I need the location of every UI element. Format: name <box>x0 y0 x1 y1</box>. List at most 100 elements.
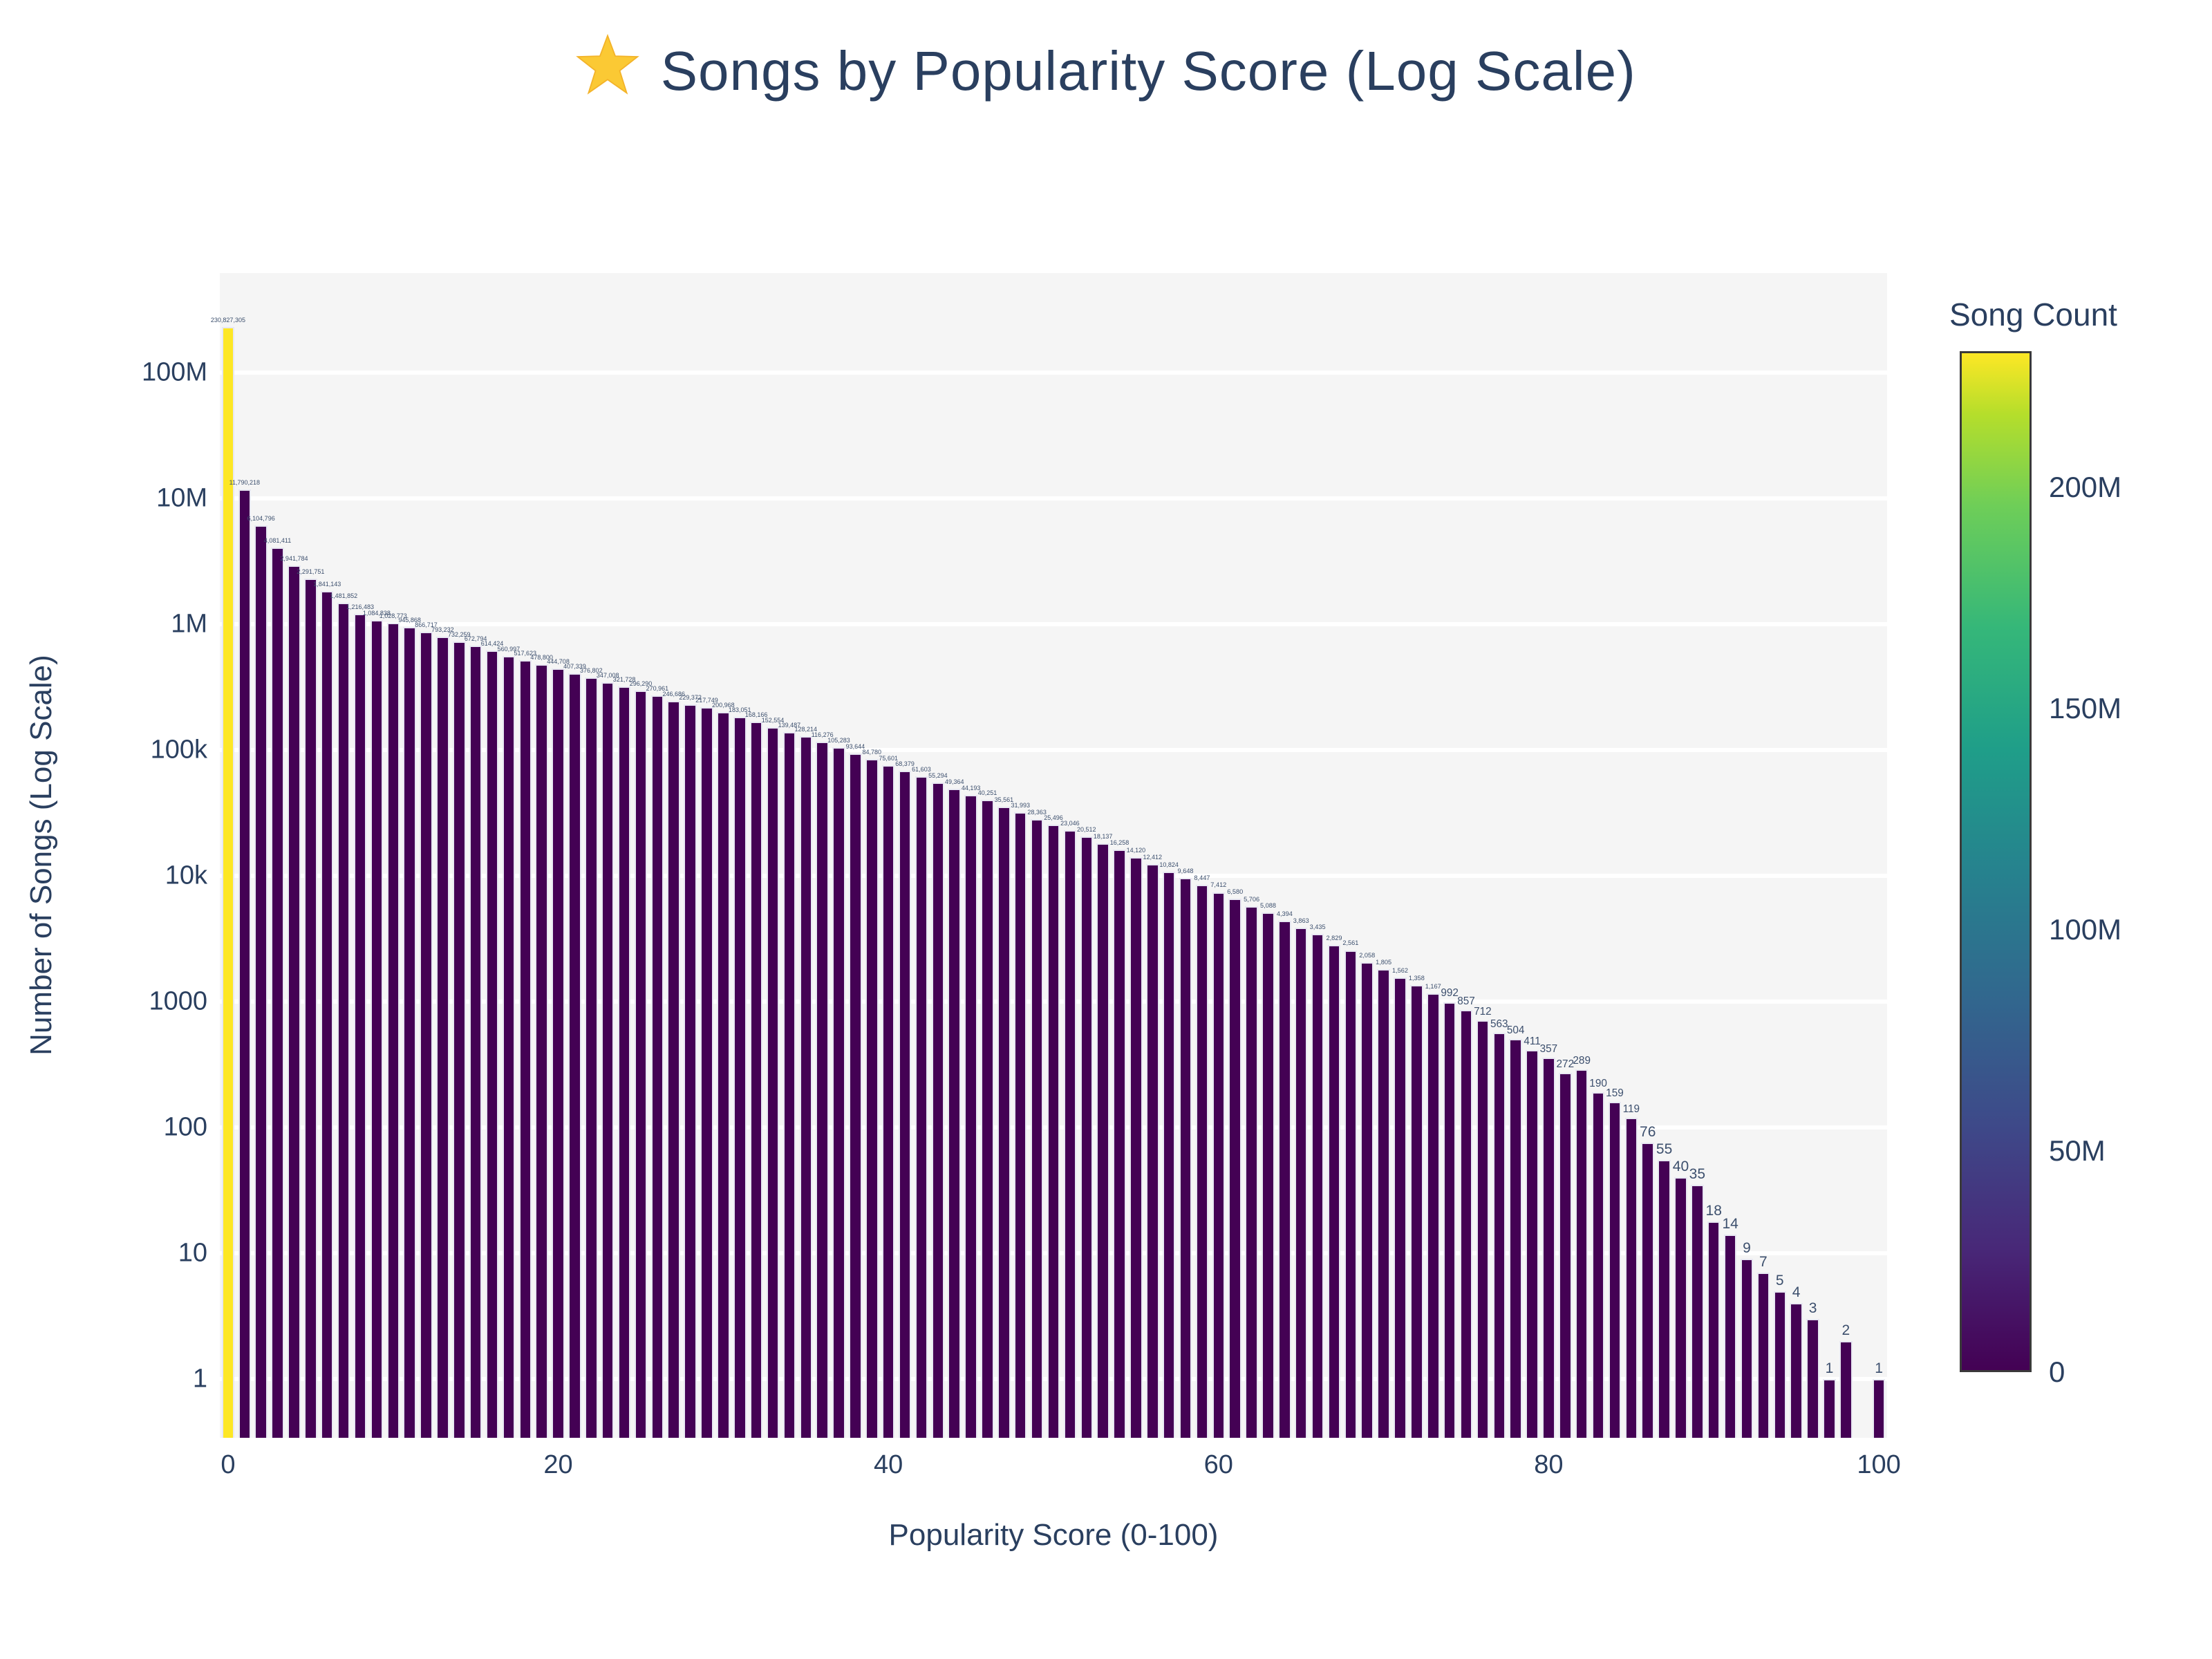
bar-score-16[interactable] <box>485 650 499 1438</box>
bar-score-28[interactable] <box>684 704 697 1438</box>
bar-score-72[interactable] <box>1410 984 1423 1438</box>
bar-score-33[interactable] <box>766 727 780 1438</box>
bar-score-87[interactable] <box>1658 1160 1671 1438</box>
bar-score-89[interactable] <box>1691 1184 1704 1438</box>
bar-score-13[interactable] <box>436 637 449 1438</box>
bar-score-27[interactable] <box>667 700 680 1438</box>
bar-score-74[interactable] <box>1443 1002 1456 1438</box>
bar-score-5[interactable] <box>304 579 317 1438</box>
bar-score-76[interactable] <box>1476 1020 1490 1438</box>
bar-score-14[interactable] <box>453 641 466 1438</box>
bar-score-15[interactable] <box>469 646 482 1438</box>
bar-score-1[interactable] <box>238 489 252 1438</box>
bar-score-53[interactable] <box>1096 843 1109 1438</box>
bar-score-91[interactable] <box>1723 1235 1737 1438</box>
bar-score-47[interactable] <box>997 806 1011 1438</box>
bar-score-86[interactable] <box>1641 1142 1654 1438</box>
bar-score-23[interactable] <box>601 682 615 1438</box>
bar-score-80[interactable] <box>1542 1058 1555 1438</box>
bar-score-64[interactable] <box>1278 920 1291 1438</box>
bar-score-59[interactable] <box>1195 885 1209 1438</box>
bar-score-75[interactable] <box>1459 1010 1473 1438</box>
bar-score-31[interactable] <box>733 717 747 1438</box>
bar-score-93[interactable] <box>1756 1273 1770 1438</box>
bar-score-69[interactable] <box>1360 962 1374 1438</box>
bar-score-11[interactable] <box>403 627 416 1438</box>
bar-score-96[interactable] <box>1806 1319 1819 1438</box>
bar-score-73[interactable] <box>1427 993 1440 1438</box>
bar-score-67[interactable] <box>1327 944 1341 1438</box>
bar-score-26[interactable] <box>650 695 664 1438</box>
bar-score-97[interactable] <box>1823 1379 1836 1438</box>
bar-score-88[interactable] <box>1674 1177 1687 1438</box>
bar-score-46[interactable] <box>981 799 994 1438</box>
bar-score-19[interactable] <box>535 664 548 1438</box>
bar-score-3[interactable] <box>271 547 284 1438</box>
bar-score-82[interactable] <box>1575 1069 1588 1438</box>
bar-score-24[interactable] <box>617 686 631 1438</box>
bar-score-18[interactable] <box>518 660 532 1438</box>
bar-score-17[interactable] <box>502 655 516 1438</box>
bar-score-2[interactable] <box>254 525 268 1438</box>
bar-score-38[interactable] <box>849 753 862 1438</box>
bar-score-61[interactable] <box>1228 899 1241 1438</box>
bar-score-4[interactable] <box>288 565 301 1438</box>
bar-score-92[interactable] <box>1740 1259 1754 1438</box>
bar-score-44[interactable] <box>948 788 961 1438</box>
bar-score-83[interactable] <box>1591 1092 1605 1438</box>
bar-score-50[interactable] <box>1047 825 1060 1438</box>
bar-score-98[interactable] <box>1839 1341 1853 1438</box>
bar-score-36[interactable] <box>816 742 829 1438</box>
bar-score-7[interactable] <box>337 602 350 1438</box>
bar-score-52[interactable] <box>1080 836 1093 1438</box>
bar-score-39[interactable] <box>865 759 879 1438</box>
bar-score-60[interactable] <box>1212 892 1226 1438</box>
bar-score-70[interactable] <box>1377 969 1390 1438</box>
bar-score-63[interactable] <box>1262 912 1275 1438</box>
bar-score-51[interactable] <box>1063 830 1077 1438</box>
bar-score-45[interactable] <box>964 794 977 1438</box>
bar-score-48[interactable] <box>1013 812 1027 1438</box>
bar-score-20[interactable] <box>552 668 565 1438</box>
bar-score-58[interactable] <box>1179 877 1192 1438</box>
bar-score-49[interactable] <box>1030 818 1044 1438</box>
bar-score-54[interactable] <box>1113 849 1126 1438</box>
bar-score-8[interactable] <box>353 613 367 1438</box>
bar-score-6[interactable] <box>320 590 334 1438</box>
bar-score-62[interactable] <box>1245 906 1258 1438</box>
bar-score-37[interactable] <box>832 747 845 1438</box>
bar-score-100[interactable] <box>1872 1379 1886 1438</box>
bar-score-12[interactable] <box>420 632 433 1438</box>
bar-score-32[interactable] <box>749 721 763 1438</box>
bar-score-10[interactable] <box>386 622 400 1438</box>
bar-score-22[interactable] <box>585 677 598 1438</box>
bar-score-30[interactable] <box>717 711 730 1438</box>
bar-score-29[interactable] <box>700 707 713 1438</box>
bar-score-68[interactable] <box>1344 950 1358 1438</box>
bar-score-35[interactable] <box>799 736 813 1438</box>
bar-score-77[interactable] <box>1492 1033 1506 1438</box>
bar-score-40[interactable] <box>881 765 895 1438</box>
bar-score-66[interactable] <box>1311 934 1324 1438</box>
bar-score-0[interactable] <box>221 326 235 1438</box>
bar-score-25[interactable] <box>634 691 648 1438</box>
bar-score-79[interactable] <box>1526 1050 1539 1438</box>
bar-score-43[interactable] <box>931 782 945 1438</box>
bar-score-71[interactable] <box>1394 977 1407 1438</box>
bar-score-42[interactable] <box>915 776 928 1438</box>
bar-score-90[interactable] <box>1707 1221 1721 1438</box>
bar-score-55[interactable] <box>1130 856 1143 1438</box>
bar-score-21[interactable] <box>568 673 581 1438</box>
bar-score-57[interactable] <box>1162 871 1176 1438</box>
bar-score-84[interactable] <box>1608 1102 1622 1438</box>
bar-score-81[interactable] <box>1559 1072 1572 1438</box>
bar-score-9[interactable] <box>370 619 384 1438</box>
bar-score-56[interactable] <box>1146 863 1159 1438</box>
bar-score-65[interactable] <box>1294 928 1308 1438</box>
bar-score-95[interactable] <box>1790 1303 1803 1438</box>
bar-score-78[interactable] <box>1509 1039 1522 1438</box>
bar-score-41[interactable] <box>898 771 912 1438</box>
bar-score-94[interactable] <box>1773 1291 1787 1438</box>
bar-score-34[interactable] <box>782 731 796 1438</box>
bar-score-85[interactable] <box>1624 1118 1638 1438</box>
